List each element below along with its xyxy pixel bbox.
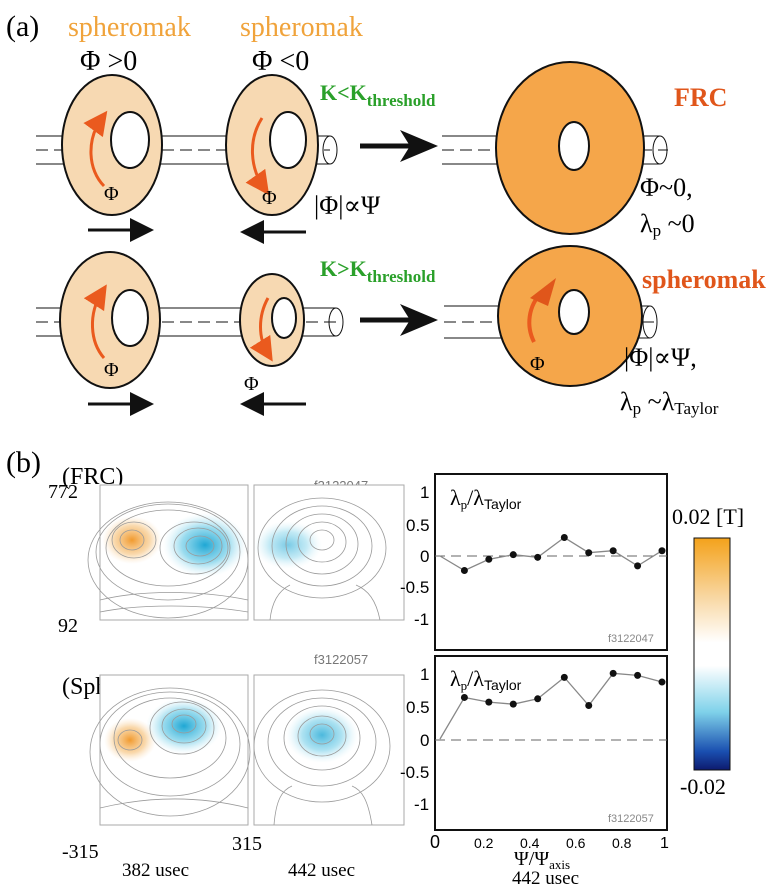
data-point — [460, 693, 468, 701]
data-point — [509, 551, 517, 559]
series-line-0 — [439, 536, 663, 572]
plot2-ylabel: λp/λTaylor — [450, 666, 522, 693]
data-point — [658, 678, 666, 686]
svg-text:0: 0 — [430, 832, 440, 852]
contour-map-spheromak-442 — [253, 674, 405, 826]
svg-text:1: 1 — [420, 665, 429, 684]
plot2-xticks: 0 0.2 0.4 0.6 0.8 1 — [430, 832, 669, 852]
phi-label-5: Φ — [530, 353, 545, 375]
phi-negative-label: Φ <0 — [252, 46, 309, 77]
series-line-1 — [439, 672, 663, 740]
xtick-315: 315 — [232, 833, 262, 855]
torus-spheromak-result — [497, 245, 643, 387]
svg-text:-0.5: -0.5 — [400, 763, 429, 782]
panel-b-label: (b) — [6, 446, 41, 479]
svg-text:0: 0 — [420, 547, 429, 566]
svg-text:0.2: 0.2 — [474, 835, 494, 851]
svg-text:0.4: 0.4 — [520, 835, 540, 851]
frc-lambda-line: λp ~0 — [640, 209, 695, 240]
time-382: 382 usec — [122, 860, 189, 881]
torus-spheromak-positive — [61, 74, 163, 216]
plot1-yticks: 1 0.5 0 -0.5 -1 — [400, 483, 430, 629]
svg-text:-1: -1 — [414, 610, 429, 629]
svg-text:0.5: 0.5 — [406, 516, 430, 535]
phi-label-1: Φ — [104, 183, 119, 205]
phi-label-4: Φ — [244, 373, 259, 395]
torus-row2-right — [239, 273, 305, 367]
data-point — [658, 547, 666, 555]
transition-arrow-1 — [360, 130, 438, 162]
data-point — [609, 547, 617, 555]
spheromak-label-1: spheromak — [68, 12, 191, 43]
svg-text:0.6: 0.6 — [566, 835, 586, 851]
time-442: 442 usec — [288, 860, 355, 881]
plot1-ylabel: λp/λTaylor — [450, 485, 522, 512]
data-point — [560, 673, 568, 681]
data-point — [585, 702, 593, 709]
torus-spheromak-negative — [225, 74, 319, 216]
data-point — [534, 553, 542, 561]
plot1-shot: f3122047 — [608, 633, 654, 645]
svg-text:-0.5: -0.5 — [400, 578, 429, 597]
svg-text:1: 1 — [420, 483, 429, 502]
data-point — [634, 562, 642, 570]
spheromak-label-2: spheromak — [240, 12, 363, 43]
colorbar-max: 0.02 [T] — [672, 504, 744, 529]
data-point — [485, 698, 493, 706]
frc-phi-line: Φ~0, — [640, 173, 693, 202]
spheromak-flux-line: |Φ|∝Ψ, — [624, 343, 697, 372]
ytick-92: 92 — [58, 615, 78, 637]
torus-row2-left — [59, 251, 161, 389]
svg-text:0: 0 — [420, 731, 429, 750]
spheromak-lambda-line: λp ~λTaylor — [620, 387, 719, 418]
spheromak-result-title: spheromak — [642, 265, 766, 294]
contour-map-frc-442 — [253, 484, 405, 621]
svg-text:0.5: 0.5 — [406, 698, 430, 717]
plot2-yticks: 1 0.5 0 -0.5 -1 — [400, 665, 430, 814]
plot-time: 442 usec — [512, 868, 579, 886]
data-point — [509, 700, 517, 708]
plot-xlabel: Ψ/Ψaxis — [514, 848, 570, 872]
data-point — [634, 671, 642, 679]
contour-map-spheromak-382 — [89, 674, 251, 826]
colorbar — [693, 537, 731, 771]
lambda-plot-spheromak — [434, 655, 668, 831]
ytick-772: 772 — [48, 481, 78, 503]
contour-map-frc-382 — [87, 484, 249, 621]
lambda-plot-frc — [434, 473, 668, 651]
condition-high: K>Kthreshold — [320, 256, 436, 286]
svg-text:-1: -1 — [414, 795, 429, 814]
plot2-shot: f3122057 — [608, 813, 654, 825]
data-point — [534, 695, 542, 703]
torus-frc — [495, 61, 645, 235]
data-point — [485, 555, 493, 563]
xtick-neg315: -315 — [62, 841, 99, 863]
panel-a-label: (a) — [6, 10, 39, 43]
frc-title: FRC — [674, 83, 727, 112]
data-point — [460, 567, 468, 575]
transition-arrow-2 — [360, 304, 438, 336]
phi-label-3: Φ — [104, 359, 119, 381]
svg-text:1: 1 — [660, 835, 669, 852]
condition-low: K<Kthreshold — [320, 80, 436, 110]
colorbar-min: -0.02 — [680, 774, 726, 799]
data-point — [560, 534, 568, 542]
proportional-flux-label-1: |Φ|∝Ψ — [314, 191, 381, 220]
phi-positive-label: Φ >0 — [80, 46, 137, 77]
data-point — [609, 669, 617, 677]
svg-text:0.8: 0.8 — [612, 835, 632, 851]
data-point — [585, 549, 593, 557]
row2-shot: f3122057 — [314, 652, 368, 667]
phi-label-2: Φ — [262, 187, 277, 209]
